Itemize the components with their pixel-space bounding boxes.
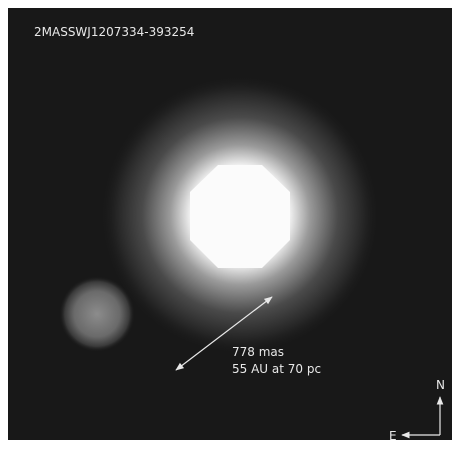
companion: [59, 276, 135, 352]
separation-label: 778 mas: [232, 345, 284, 359]
title: 2MASSWJ1207334-393254: [34, 25, 194, 39]
primary-star: [190, 165, 290, 268]
north-label: N: [436, 378, 445, 392]
east-label: E: [389, 429, 397, 443]
distance-label: 55 AU at 70 pc: [232, 362, 321, 376]
page: 2MASSWJ1207334-393254 778 mas 55 AU at 7…: [0, 0, 460, 449]
astro-image: 2MASSWJ1207334-393254 778 mas 55 AU at 7…: [0, 0, 460, 449]
